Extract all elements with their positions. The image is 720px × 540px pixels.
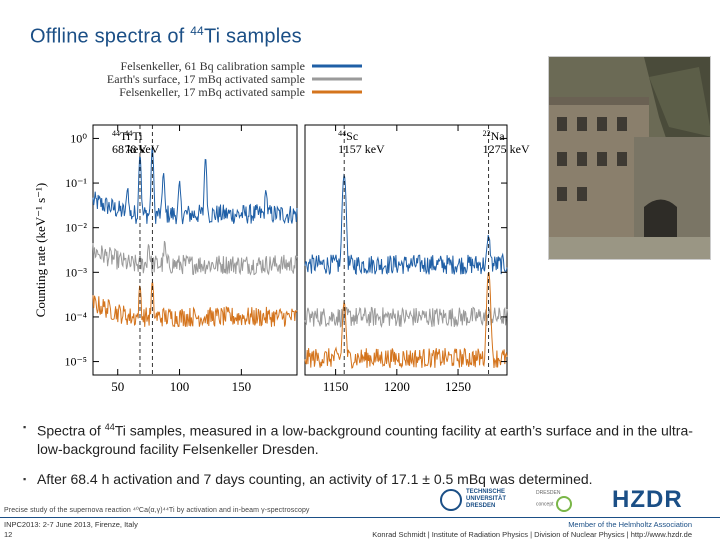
series-line xyxy=(92,147,298,225)
panel-frame-0 xyxy=(92,124,298,376)
felsenkeller-photo xyxy=(548,56,711,260)
peak-energy-label: 68 keV xyxy=(112,142,147,156)
y-tick-label: 10⁻¹ xyxy=(65,176,87,190)
tu-dresden-logo: TECHNISCHE UNIVERSITÄT DRESDEN xyxy=(440,487,535,517)
legend-label: Felsenkeller, 61 Bq calibration sample xyxy=(121,59,305,73)
series-line xyxy=(304,173,508,276)
bullet-list: ▪ Spectra of 44Ti samples, measured in a… xyxy=(23,418,703,500)
project-title: Precise study of the supernova reaction … xyxy=(4,507,310,514)
peak-energy-label: 1157 keV xyxy=(338,142,385,156)
dresden-concept-logo: DRESDEN concept xyxy=(536,490,572,512)
x-tick-label: 100 xyxy=(170,379,190,394)
peak-label: 44Ti xyxy=(124,129,143,143)
footer-bar xyxy=(0,517,720,540)
peak-label: 44Ti xyxy=(112,129,131,143)
helmholtz-membership: Member of the Helmholtz Association xyxy=(568,520,692,529)
conference-info: INPC2013: 2-7 June 2013, Firenze, Italy xyxy=(4,520,138,529)
y-tick-label: 10⁻² xyxy=(65,221,87,235)
y-tick-label: 10⁻⁴ xyxy=(64,310,87,324)
hzdr-logo: HZDR xyxy=(612,486,683,513)
series-line xyxy=(304,272,508,369)
spectra-chart: Felsenkeller, 61 Bq calibration sampleEa… xyxy=(33,59,530,394)
series-line xyxy=(92,240,298,276)
peak-label: 44Sc xyxy=(338,129,358,143)
page-number: 12 xyxy=(4,530,13,539)
x-tick-label: 1200 xyxy=(384,379,410,394)
author-line: Konrad Schmidt | Institute of Radiation … xyxy=(372,530,692,539)
legend-label: Felsenkeller, 17 mBq activated sample xyxy=(119,85,305,99)
y-tick-label: 10⁰ xyxy=(70,131,87,145)
legend-label: Earth's surface, 17 mBq activated sample xyxy=(107,72,305,86)
y-tick-label: 10⁻³ xyxy=(65,265,87,279)
peak-label: 22Na xyxy=(483,129,506,143)
x-tick-label: 1250 xyxy=(445,379,471,394)
peak-energy-label: 1275 keV xyxy=(483,142,530,156)
slide-title: Offline spectra of 44Ti samples xyxy=(30,24,302,48)
bullet-item: ▪ After 68.4 h activation and 7 days cou… xyxy=(23,470,593,487)
y-tick-label: 10⁻⁵ xyxy=(64,355,87,369)
panel-frame-1 xyxy=(304,124,508,376)
bullet-marker-icon: ▪ xyxy=(23,473,27,484)
x-tick-label: 150 xyxy=(232,379,252,394)
series-line xyxy=(304,306,508,328)
bullet-marker-icon: ▪ xyxy=(23,422,27,432)
x-tick-label: 50 xyxy=(111,379,124,394)
bullet-item: ▪ Spectra of 44Ti samples, measured in a… xyxy=(23,418,703,458)
x-tick-label: 1150 xyxy=(323,379,349,394)
series-line xyxy=(92,282,298,328)
peak-energy-label: 78 keV xyxy=(124,142,159,156)
y-axis-label: Counting rate (keV⁻¹ s⁻¹) xyxy=(33,183,48,318)
